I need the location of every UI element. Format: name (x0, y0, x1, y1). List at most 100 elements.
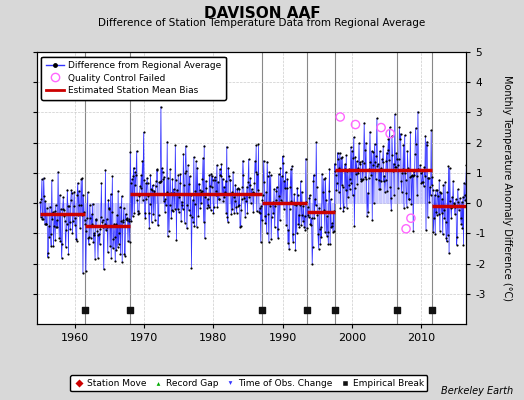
Point (133, 148, 141, 154)
Point (66, 219, 74, 226)
Point (154, 222, 162, 228)
Point (389, 160, 398, 167)
Point (444, 232, 452, 238)
Point (355, 161, 364, 167)
Point (227, 211, 235, 218)
Point (181, 143, 190, 149)
Point (178, 202, 187, 208)
Point (326, 241, 334, 247)
Point (107, 254, 115, 261)
Point (258, 307, 266, 314)
Point (360, 120, 368, 126)
Point (187, 264, 195, 271)
Point (125, 216, 133, 222)
Point (223, 214, 232, 220)
Point (83, 189, 92, 196)
Y-axis label: Monthly Temperature Anomaly Difference (°C): Monthly Temperature Anomaly Difference (… (503, 75, 512, 301)
Point (223, 144, 231, 150)
Point (289, 238, 297, 245)
Point (428, 174, 436, 180)
Point (238, 158, 247, 164)
Point (148, 187, 156, 193)
Point (319, 189, 327, 195)
Point (99, 224, 107, 231)
Point (315, 226, 324, 232)
Point (335, 164, 344, 171)
Point (127, 180, 135, 186)
Point (282, 222, 290, 228)
Point (254, 141, 263, 148)
Point (461, 192, 469, 199)
Point (139, 197, 147, 203)
Point (175, 194, 183, 200)
Point (451, 211, 459, 218)
Point (452, 196, 460, 202)
Point (230, 210, 238, 216)
Point (331, 160, 339, 167)
Point (296, 201, 304, 208)
Point (185, 181, 193, 187)
Point (209, 176, 217, 183)
Point (71, 215, 80, 221)
Point (294, 221, 302, 228)
Point (366, 129, 374, 135)
Point (82, 228, 91, 234)
Point (317, 234, 325, 240)
Point (106, 191, 115, 197)
Point (398, 189, 406, 196)
Point (398, 170, 407, 176)
Point (220, 184, 228, 190)
Point (226, 191, 235, 198)
Point (72, 238, 81, 244)
Point (278, 198, 286, 205)
Point (210, 204, 218, 210)
Point (430, 192, 439, 198)
Point (267, 236, 275, 242)
Point (362, 176, 370, 182)
Point (150, 187, 158, 194)
Point (390, 111, 399, 118)
Point (260, 178, 268, 185)
Point (453, 234, 461, 240)
Point (381, 189, 389, 195)
Point (61, 244, 70, 250)
Point (245, 193, 254, 200)
Point (328, 220, 336, 226)
Point (56, 192, 64, 198)
Point (371, 159, 379, 165)
Point (157, 104, 165, 110)
Point (101, 167, 110, 173)
Point (367, 148, 376, 154)
Point (283, 176, 291, 182)
Point (261, 220, 269, 227)
Point (67, 197, 75, 203)
Point (240, 194, 248, 201)
Point (233, 185, 241, 192)
Point (325, 166, 334, 172)
Point (110, 220, 118, 227)
Point (376, 148, 384, 154)
Point (51, 202, 60, 208)
Point (394, 184, 402, 191)
Point (172, 176, 180, 183)
Point (53, 224, 62, 230)
Point (406, 129, 414, 135)
Point (447, 194, 456, 200)
Point (189, 196, 197, 203)
Point (58, 240, 66, 247)
Point (174, 209, 183, 215)
Point (456, 215, 465, 222)
Point (146, 172, 155, 178)
Point (319, 209, 328, 216)
Point (307, 222, 315, 228)
Point (359, 176, 367, 183)
Point (209, 210, 217, 216)
Point (365, 166, 374, 173)
Point (282, 184, 291, 191)
Point (74, 188, 83, 194)
Point (462, 162, 471, 168)
Point (417, 180, 425, 186)
Point (323, 229, 332, 235)
Point (237, 196, 246, 202)
Point (250, 180, 259, 186)
